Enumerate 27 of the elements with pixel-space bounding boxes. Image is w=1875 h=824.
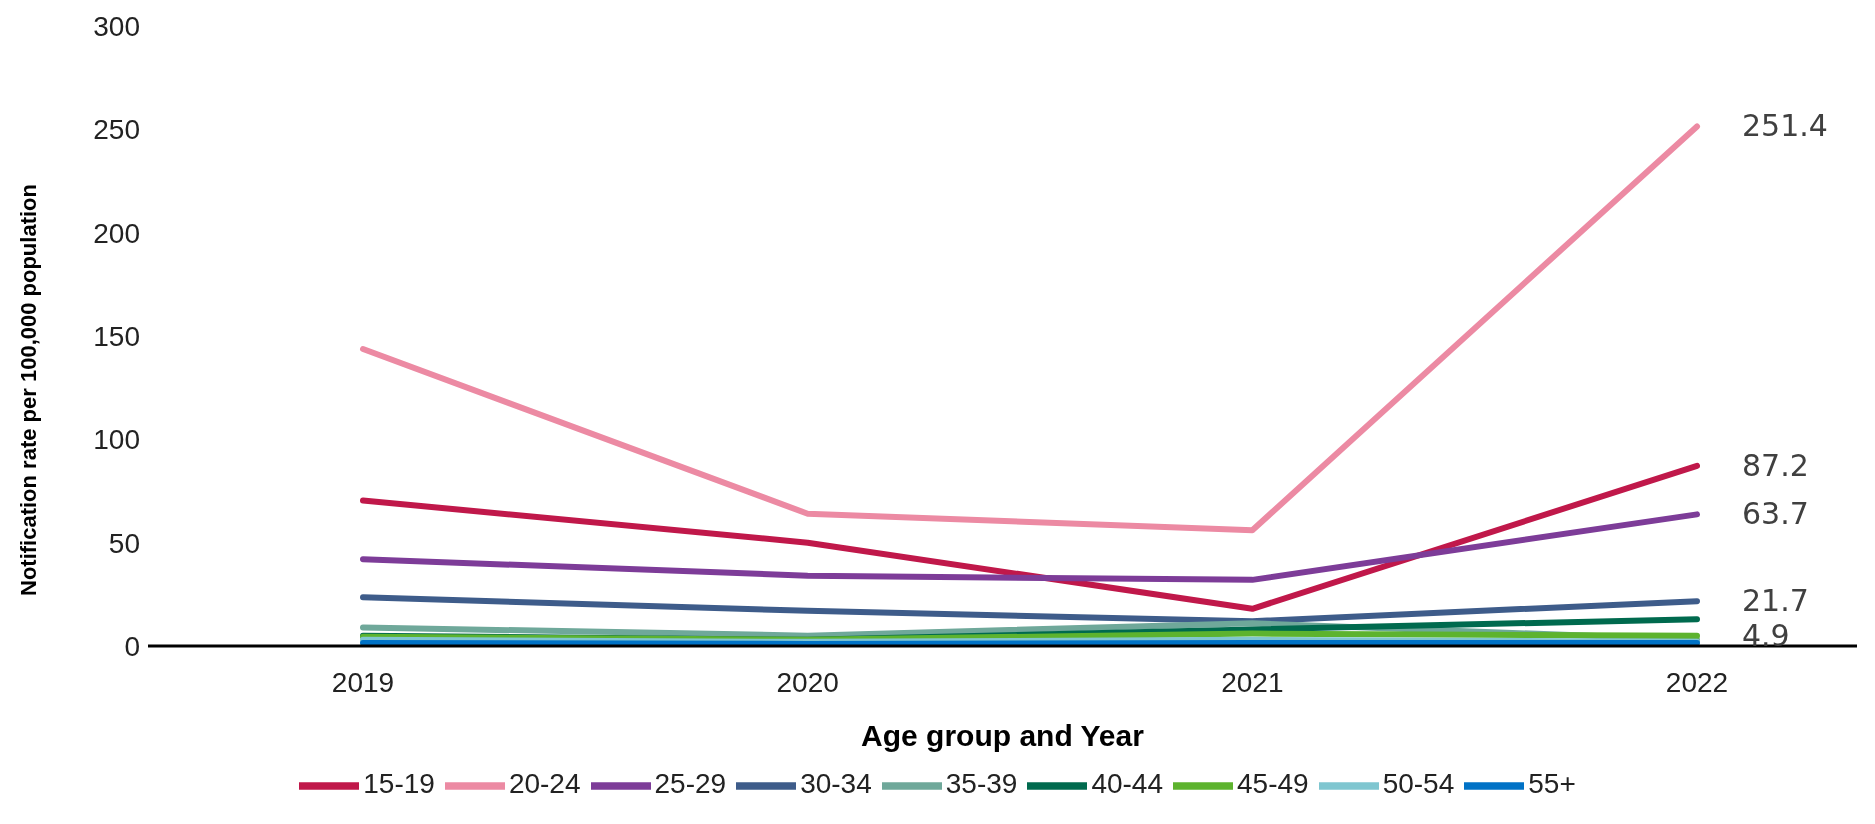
data-label: 63.7 bbox=[1742, 496, 1809, 532]
y-tick-label: 0 bbox=[124, 630, 140, 662]
y-tick-label: 150 bbox=[93, 320, 140, 352]
legend-label: 50-54 bbox=[1382, 768, 1455, 800]
y-tick-label: 300 bbox=[93, 10, 140, 42]
data-label: 87.2 bbox=[1742, 447, 1809, 483]
legend-label: 45-49 bbox=[1237, 768, 1309, 800]
x-tick-label: 2019 bbox=[331, 666, 395, 698]
data-label: 251.4 bbox=[1742, 108, 1828, 144]
x-axis-title: Age group and Year bbox=[861, 719, 1145, 752]
legend-label: 25-29 bbox=[654, 768, 727, 800]
x-tick-label: 2020 bbox=[776, 666, 839, 698]
y-tick-label: 200 bbox=[93, 217, 140, 249]
legend-label: 20-24 bbox=[508, 768, 581, 800]
x-tick-label: 2022 bbox=[1665, 666, 1729, 698]
legend-label: 30-34 bbox=[800, 768, 872, 800]
x-tick-label: 2021 bbox=[1221, 666, 1284, 698]
data-label: 4.9 bbox=[1742, 617, 1790, 653]
y-tick-label: 100 bbox=[93, 424, 140, 456]
data-label: 21.7 bbox=[1742, 583, 1809, 619]
y-tick-label: 50 bbox=[108, 527, 140, 559]
legend-label: 55+ bbox=[1528, 768, 1576, 800]
legend-label: 15-19 bbox=[363, 768, 435, 800]
y-axis-title: Notification rate per 100,000 population bbox=[15, 184, 41, 596]
y-tick-label: 250 bbox=[93, 114, 140, 146]
legend-label: 35-39 bbox=[945, 768, 1018, 800]
legend-label: 40-44 bbox=[1091, 768, 1163, 800]
